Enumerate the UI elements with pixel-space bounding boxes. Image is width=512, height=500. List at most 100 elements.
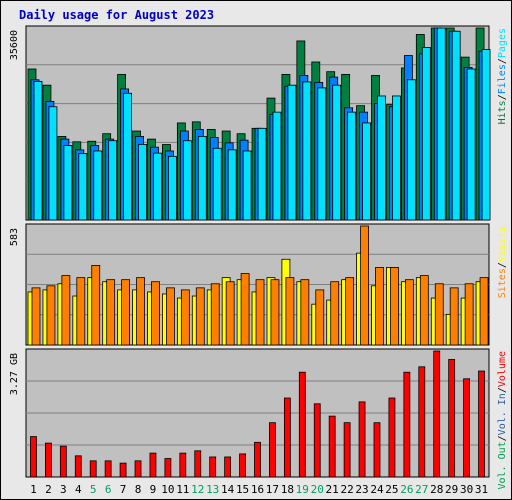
bar-sites-day-4 <box>76 277 86 346</box>
x-tick-label: 31 <box>475 483 488 496</box>
bar-volume-day-10 <box>164 458 172 478</box>
x-tick-label: 6 <box>105 483 112 496</box>
bar-sites-day-2 <box>46 285 56 346</box>
legend-entry: Hits <box>497 100 508 124</box>
x-tick-label: 13 <box>206 483 219 496</box>
bar-pages-day-27 <box>421 47 431 221</box>
bar-pages-day-5 <box>93 150 103 221</box>
bar-pages-day-30 <box>466 68 476 221</box>
legend-entry: Sites <box>497 268 508 298</box>
x-tick-label: 9 <box>150 483 157 496</box>
bar-volume-day-5 <box>89 460 97 478</box>
x-tick-label: 12 <box>191 483 204 496</box>
bar-volume-day-17 <box>269 422 276 478</box>
bar-volume-day-23 <box>358 401 366 478</box>
bar-volume-day-21 <box>328 415 336 478</box>
bar-pages-day-21 <box>332 84 342 221</box>
bar-sites-day-11 <box>180 289 190 346</box>
x-tick-label: 5 <box>90 483 97 496</box>
bar-volume-day-22 <box>343 422 351 478</box>
x-tick-label: 23 <box>355 483 368 496</box>
bar-pages-day-22 <box>347 111 357 221</box>
bar-sites-day-30 <box>464 283 474 346</box>
x-tick-label: 8 <box>135 483 142 496</box>
x-tick-label: 17 <box>266 483 279 496</box>
bar-sites-day-20 <box>315 289 325 346</box>
bar-pages-day-24 <box>377 95 386 221</box>
x-tick-label: 10 <box>161 483 174 496</box>
bar-pages-day-2 <box>48 106 58 221</box>
bar-sites-day-3 <box>61 275 71 346</box>
bar-volume-day-29 <box>448 359 456 478</box>
bar-sites-day-1 <box>31 287 41 346</box>
bar-pages-day-23 <box>362 122 371 221</box>
bar-sites-day-22 <box>345 277 355 346</box>
x-tick-label: 16 <box>251 483 264 496</box>
bar-volume-day-24 <box>373 422 381 478</box>
bar-volume-day-4 <box>74 455 82 478</box>
y-max-label: 35600 <box>9 30 20 60</box>
y-max-label: 583 <box>9 228 20 246</box>
bar-volume-day-19 <box>298 371 306 478</box>
bar-sites-day-28 <box>434 283 444 346</box>
bar-pages-day-11 <box>182 140 192 221</box>
legend-entry: Files <box>497 64 508 94</box>
bar-volume-day-12 <box>194 450 202 478</box>
x-tick-label: 26 <box>400 483 413 496</box>
x-tick-label: 30 <box>460 483 473 496</box>
bar-volume-day-15 <box>239 453 246 478</box>
bar-pages-day-8 <box>138 144 147 221</box>
bar-pages-day-3 <box>63 145 73 221</box>
x-tick-label: 15 <box>236 483 249 496</box>
bar-volume-day-8 <box>134 460 142 478</box>
bar-volume-day-20 <box>313 403 321 478</box>
bar-volume-day-6 <box>104 460 112 478</box>
x-tick-label: 27 <box>415 483 428 496</box>
x-tick-label: 20 <box>311 483 324 496</box>
legend-entry: Vol. Out <box>497 441 508 489</box>
bar-pages-day-31 <box>481 49 491 221</box>
bar-sites-day-5 <box>91 264 101 346</box>
volume_panel-axis-legend: Vol. Out/Vol. In/Volume <box>497 351 508 490</box>
legend-entry: Pages <box>497 28 508 58</box>
bar-sites-day-9 <box>151 281 160 346</box>
legend-entry: Vol. In <box>497 393 508 435</box>
bar-volume-day-11 <box>179 452 187 478</box>
bar-pages-day-13 <box>212 147 222 221</box>
x-tick-label: 18 <box>281 483 294 496</box>
legend-entry: / <box>497 262 508 268</box>
bar-sites-day-19 <box>300 279 310 346</box>
bar-sites-day-17 <box>270 279 280 346</box>
x-tick-label: 7 <box>120 483 127 496</box>
bar-volume-day-28 <box>433 350 441 478</box>
bar-pages-day-15 <box>242 150 252 221</box>
bar-pages-day-18 <box>287 84 297 221</box>
x-tick-label: 14 <box>221 483 235 496</box>
bar-pages-day-25 <box>392 95 401 221</box>
bar-sites-day-24 <box>375 267 384 346</box>
bar-pages-day-29 <box>451 30 461 221</box>
bar-volume-day-14 <box>224 456 232 478</box>
bar-volume-day-30 <box>463 378 470 478</box>
bar-volume-day-9 <box>149 452 157 478</box>
bar-sites-day-10 <box>166 287 175 346</box>
x-tick-label: 28 <box>430 483 443 496</box>
bar-volume-day-7 <box>119 462 127 478</box>
x-tick-label: 29 <box>445 483 458 496</box>
legend-entry: / <box>497 58 508 64</box>
bar-pages-day-10 <box>168 155 177 221</box>
legend-entry: / <box>497 435 508 441</box>
bar-sites-day-31 <box>479 277 489 346</box>
bar-pages-day-4 <box>78 153 88 221</box>
bar-volume-day-27 <box>418 366 426 478</box>
bar-pages-day-28 <box>436 27 446 221</box>
bar-pages-day-19 <box>302 81 312 221</box>
x-tick-label: 4 <box>75 483 82 496</box>
bar-sites-day-6 <box>106 279 116 346</box>
bar-volume-day-2 <box>45 442 52 478</box>
bar-pages-day-9 <box>153 152 162 221</box>
bar-volume-day-13 <box>209 456 217 478</box>
bar-volume-day-31 <box>478 370 485 478</box>
x-tick-label: 3 <box>60 483 67 496</box>
